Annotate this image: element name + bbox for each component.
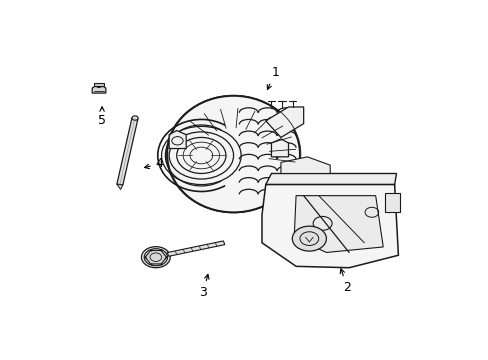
Polygon shape: [271, 139, 288, 157]
Circle shape: [144, 249, 167, 266]
Text: 5: 5: [98, 107, 106, 127]
Polygon shape: [385, 193, 400, 212]
Text: 3: 3: [199, 274, 208, 299]
Text: 2: 2: [340, 269, 350, 294]
Polygon shape: [262, 185, 398, 268]
Polygon shape: [92, 86, 105, 93]
Text: 1: 1: [267, 66, 279, 89]
Polygon shape: [294, 195, 383, 252]
Polygon shape: [167, 241, 224, 256]
Polygon shape: [94, 82, 103, 86]
Polygon shape: [117, 118, 138, 185]
Text: 4: 4: [144, 157, 163, 170]
Polygon shape: [169, 131, 186, 149]
Polygon shape: [117, 184, 122, 190]
Polygon shape: [265, 107, 303, 138]
Polygon shape: [265, 174, 396, 185]
Circle shape: [132, 116, 138, 120]
Circle shape: [141, 247, 170, 268]
Polygon shape: [280, 157, 329, 174]
Ellipse shape: [167, 96, 299, 212]
Circle shape: [292, 226, 326, 251]
